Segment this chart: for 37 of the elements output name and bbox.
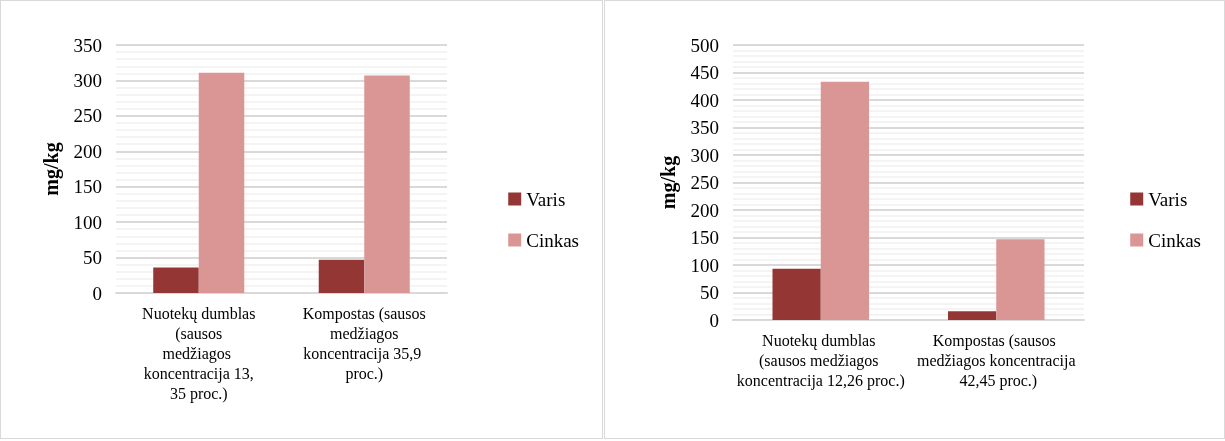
y-tick-label: 50 xyxy=(700,282,719,303)
bar xyxy=(364,75,410,293)
x-tick-label: Nuotekų dumblas (sausos medžiagos koncentracija 13,35 proc.) xyxy=(142,304,256,403)
y-tick-label: 150 xyxy=(73,176,102,198)
y-tick-label: 300 xyxy=(690,144,719,166)
bar xyxy=(153,267,199,293)
y-tick-label: 100 xyxy=(73,211,102,233)
y-tick-label: 350 xyxy=(690,117,719,138)
y-tick-label: 450 xyxy=(690,62,719,83)
bar xyxy=(198,72,245,293)
y-tick-label: 250 xyxy=(73,105,102,127)
x-tick-label: Kompostas (sausos medžiagos koncentracija 35,9 proc.) xyxy=(302,304,426,383)
legend-label: Cinkas xyxy=(526,229,579,251)
legend-label: Varis xyxy=(526,188,566,210)
y-tick-label: 0 xyxy=(92,282,102,304)
y-tick-label: 200 xyxy=(73,140,102,162)
y-tick-label: 500 xyxy=(690,34,719,56)
y-tick-label: 50 xyxy=(83,247,102,269)
legend-label: Cinkas xyxy=(1148,229,1201,251)
bar xyxy=(318,259,365,293)
y-tick-label: 100 xyxy=(690,254,719,276)
bar xyxy=(996,239,1045,320)
y-tick-label: 200 xyxy=(690,199,719,221)
y-axis-title: mg/kg xyxy=(657,155,680,210)
y-tick-label: 0 xyxy=(709,309,719,331)
bar xyxy=(820,81,870,320)
y-tick-label: 150 xyxy=(690,227,719,248)
y-axis-title: mg/kg xyxy=(40,142,63,196)
x-tick-label: Kompostas (sausos medžiagos koncentracija 42,45 proc.) xyxy=(916,331,1076,390)
y-tick-label: 400 xyxy=(690,89,719,111)
y-tick-label: 250 xyxy=(690,172,719,193)
bar xyxy=(772,268,821,320)
x-tick-label: Nuotekų dumblas (sausos medžiagos koncentracija 12,26 proc.) xyxy=(736,331,905,390)
legend-label: Varis xyxy=(1148,188,1188,210)
y-tick-label: 300 xyxy=(73,69,102,91)
y-tick-label: 350 xyxy=(73,34,102,56)
bar xyxy=(947,311,997,320)
